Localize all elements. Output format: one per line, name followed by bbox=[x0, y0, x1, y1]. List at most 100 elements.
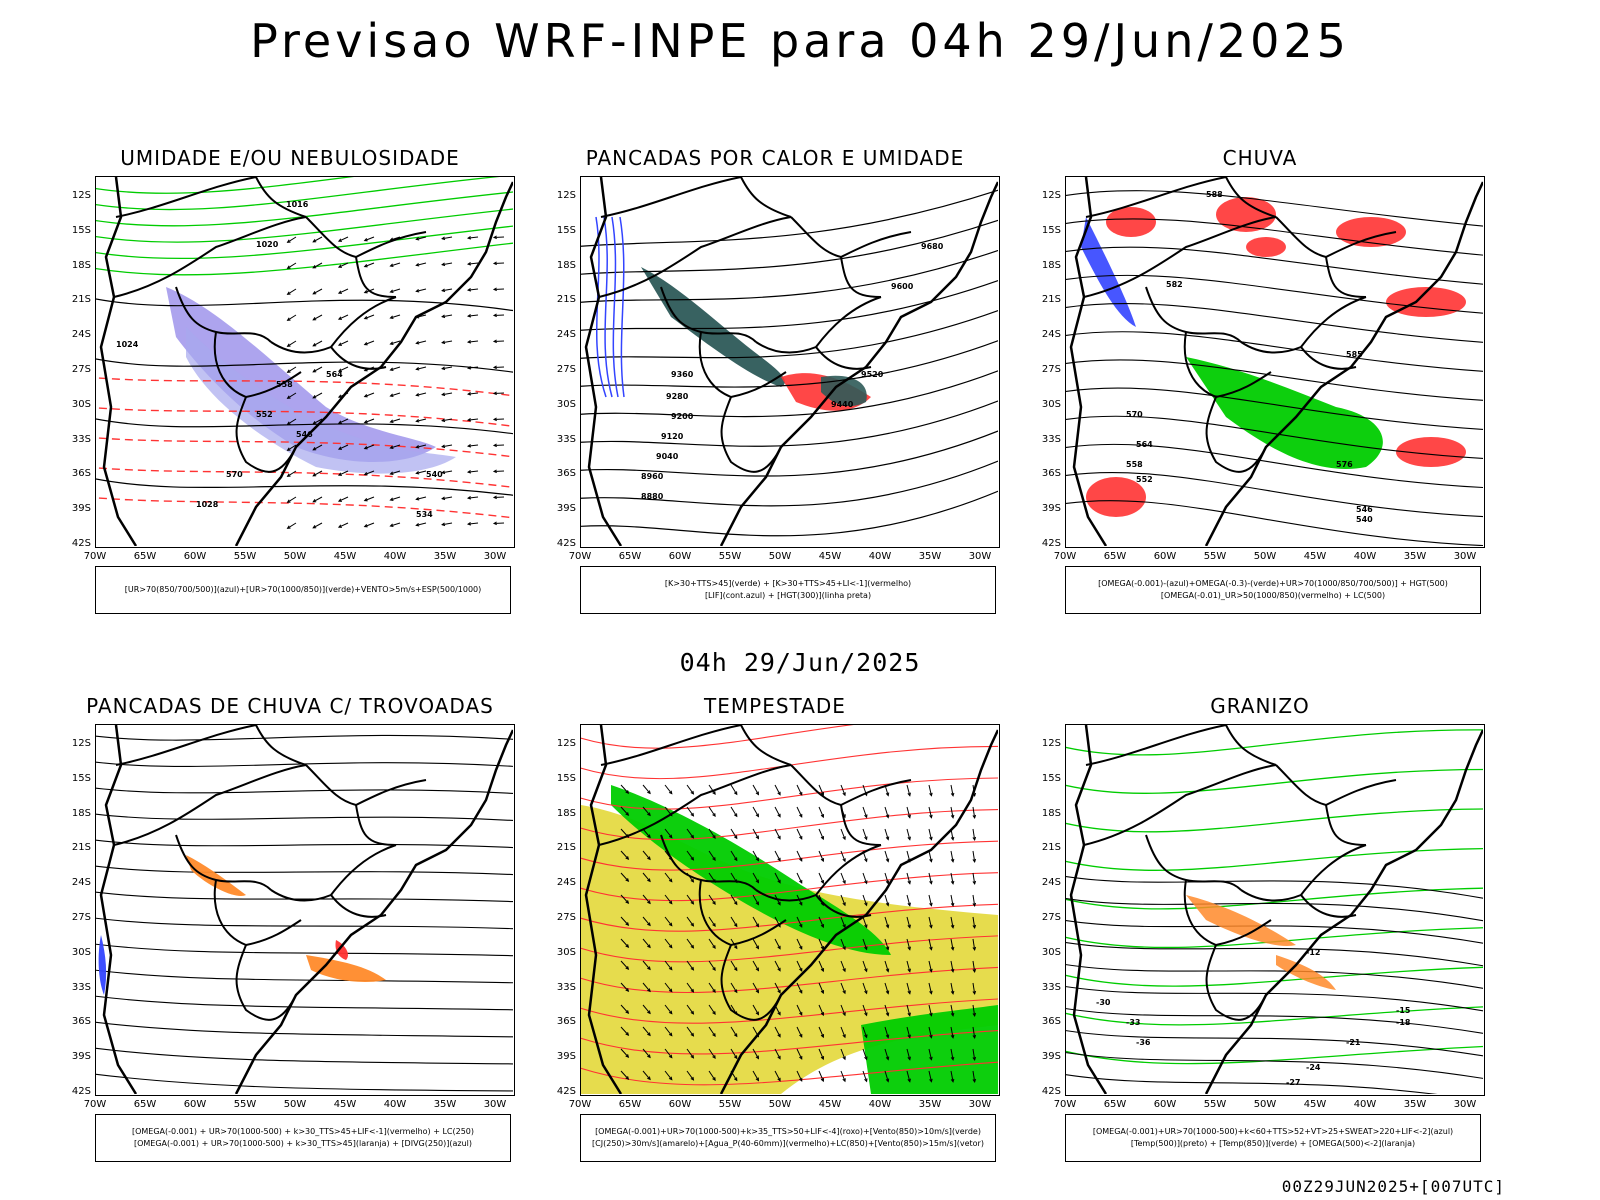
contour-line bbox=[1066, 1074, 1438, 1094]
wind-vector-head bbox=[777, 879, 781, 884]
wind-vector-head bbox=[690, 988, 695, 993]
map-thunderstorm-showers[interactable] bbox=[95, 724, 515, 1096]
wind-vector bbox=[287, 418, 297, 425]
lon-label: 45W bbox=[818, 551, 842, 562]
contour-label: -18 bbox=[1396, 1018, 1411, 1027]
wind-vector bbox=[796, 982, 803, 994]
contour-label: -27 bbox=[1286, 1078, 1300, 1087]
wind-vector bbox=[664, 916, 673, 926]
lon-label: 35W bbox=[918, 551, 942, 562]
wind-vector-head bbox=[337, 264, 342, 268]
wind-vector bbox=[312, 314, 323, 321]
wind-vector-head bbox=[441, 340, 446, 345]
wind-vector bbox=[972, 1026, 976, 1038]
lat-label: 21S bbox=[71, 842, 91, 854]
shaded-area bbox=[821, 375, 867, 407]
lat-label: 42S bbox=[71, 1086, 91, 1097]
wind-vector bbox=[468, 340, 479, 343]
wind-vector-head bbox=[466, 314, 472, 318]
wind-vector-head bbox=[492, 287, 497, 292]
wind-vector-head bbox=[668, 1076, 673, 1081]
wind-vector-head bbox=[799, 989, 803, 994]
wind-vector bbox=[442, 392, 453, 396]
wind-vector-head bbox=[712, 1077, 716, 1082]
country-border bbox=[355, 256, 397, 298]
wind-vector-head bbox=[950, 1078, 955, 1083]
wind-vector bbox=[390, 262, 401, 267]
wind-vector-head bbox=[929, 792, 933, 797]
country-border bbox=[1275, 764, 1397, 807]
contour-line bbox=[96, 969, 513, 984]
wind-vector bbox=[752, 938, 759, 949]
lif-contour bbox=[619, 216, 625, 398]
country-border bbox=[598, 216, 792, 298]
wind-vector-head bbox=[950, 1056, 955, 1061]
wind-vector bbox=[862, 938, 868, 950]
lon-label: 50W bbox=[1253, 551, 1277, 562]
lat-label: 36S bbox=[71, 1016, 91, 1028]
wind-vector bbox=[796, 806, 803, 818]
wind-vector-head bbox=[885, 1012, 890, 1017]
country-border bbox=[1183, 331, 1272, 399]
wind-vector bbox=[730, 828, 738, 839]
wind-vector bbox=[862, 982, 868, 994]
lon-label: 40W bbox=[868, 1099, 892, 1110]
wind-vector-head bbox=[690, 834, 695, 839]
wind-vector bbox=[468, 522, 479, 525]
wind-vector bbox=[686, 806, 694, 817]
wind-vector bbox=[950, 894, 954, 906]
wind-vector-head bbox=[647, 944, 651, 949]
legend-line: [UR>70(850/700/500)](azul)+[UR>70(1000/8… bbox=[124, 585, 482, 594]
contour-label: 9520 bbox=[861, 370, 884, 379]
wind-vector bbox=[730, 784, 738, 795]
wind-vector-head bbox=[799, 923, 803, 928]
wind-vector-head bbox=[950, 946, 955, 951]
wind-vector-head bbox=[441, 444, 446, 449]
wind-vector-head bbox=[690, 922, 695, 927]
wind-vector-head bbox=[712, 989, 716, 994]
wind-vector-head bbox=[929, 1056, 933, 1061]
wind-vector-head bbox=[415, 523, 420, 527]
wind-vector bbox=[442, 418, 453, 422]
contour-label: 570 bbox=[1126, 410, 1143, 419]
lat-label: 15S bbox=[556, 224, 576, 236]
wind-vector-head bbox=[950, 814, 955, 819]
map-hail[interactable]: -12 -15 -18 -21 -24 -27 -30 -33 -36 bbox=[1065, 724, 1485, 1096]
wind-vector-head bbox=[820, 858, 825, 863]
lon-label: 60W bbox=[668, 551, 692, 562]
contour-label: 582 bbox=[1166, 280, 1183, 289]
wind-vector-head bbox=[842, 924, 846, 929]
lat-label: 24S bbox=[1041, 329, 1061, 341]
lat-label: 12S bbox=[1041, 738, 1061, 749]
map-humidity[interactable]: 1016 1020 1024 1028 570 564 558 552 546 540 534 bbox=[95, 176, 515, 548]
wind-vector-head bbox=[907, 1078, 911, 1083]
map-storm[interactable] bbox=[580, 724, 1000, 1096]
wind-vector bbox=[730, 850, 738, 861]
country-border bbox=[1325, 256, 1367, 298]
wind-vector-head bbox=[466, 522, 472, 526]
wind-vector-head bbox=[907, 1012, 911, 1017]
lat-label: 27S bbox=[71, 364, 91, 375]
wind-vector bbox=[972, 850, 976, 862]
wind-vector bbox=[664, 982, 673, 992]
country-border bbox=[1225, 725, 1277, 766]
map-rain[interactable]: 588 585 582 576 570 564 558 552 546 540 bbox=[1065, 176, 1485, 548]
contour-line bbox=[96, 225, 513, 260]
country-border bbox=[330, 894, 387, 918]
wind-vector bbox=[442, 340, 453, 344]
coastline bbox=[584, 177, 998, 546]
country-border bbox=[355, 804, 397, 846]
wind-vector bbox=[862, 960, 868, 972]
wind-vector-head bbox=[755, 791, 759, 796]
map-heat-showers[interactable]: 9680 9600 9520 9440 9360 9280 9200 9120 9040 8960… bbox=[580, 176, 1000, 548]
lon-label: 45W bbox=[1303, 551, 1327, 562]
wind-vector-head bbox=[799, 791, 803, 796]
lat-label: 33S bbox=[1041, 433, 1061, 445]
lat-label: 27S bbox=[556, 364, 576, 375]
wind-vector bbox=[686, 916, 694, 927]
wind-vector bbox=[950, 850, 954, 862]
wind-vector bbox=[287, 496, 297, 503]
wind-vector-head bbox=[755, 835, 759, 840]
wind-vector-head bbox=[492, 495, 497, 500]
wind-vector-head bbox=[389, 445, 394, 449]
